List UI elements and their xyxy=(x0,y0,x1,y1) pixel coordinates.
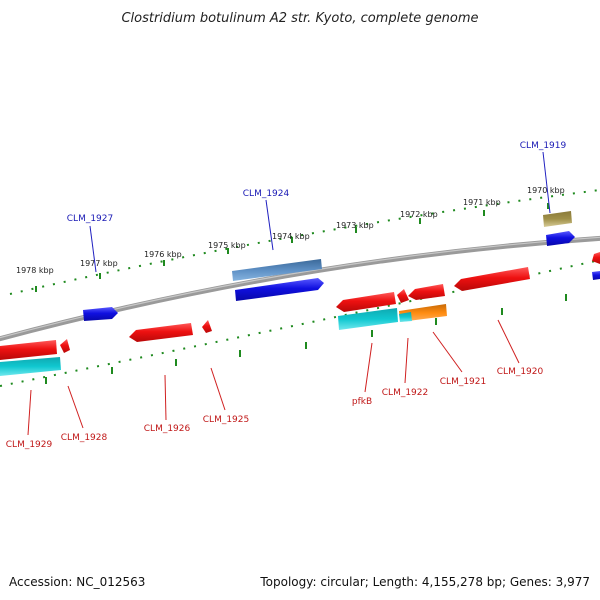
gene-feature[interactable] xyxy=(592,271,600,280)
gene-label-clm-1926[interactable]: CLM_1926 xyxy=(144,424,191,434)
tick-label: 1978 kbp xyxy=(16,266,54,275)
gene-label-clm-1928[interactable]: CLM_1928 xyxy=(61,433,108,443)
gene-feature[interactable] xyxy=(592,252,600,264)
gene-label-clm-1925[interactable]: CLM_1925 xyxy=(203,415,249,425)
gene-label-clm-1922[interactable]: CLM_1922 xyxy=(382,388,428,398)
gene-feature[interactable] xyxy=(543,211,572,227)
lower-tick-ruler xyxy=(0,259,600,387)
tick-label: 1976 kbp xyxy=(144,250,182,259)
gene-feature[interactable] xyxy=(232,259,322,281)
gene-feature[interactable] xyxy=(0,340,57,360)
accession-label: Accession: NC_012563 xyxy=(9,575,145,589)
gene-feature[interactable] xyxy=(83,307,118,321)
gene-label-clm-1920[interactable]: CLM_1920 xyxy=(497,367,544,377)
gene-feature[interactable] xyxy=(0,357,61,376)
gene-label-clm-1929[interactable]: CLM_1929 xyxy=(6,440,53,450)
tick-label: 1973 kbp xyxy=(336,221,374,230)
upper-tick-ruler xyxy=(9,189,600,295)
map-title: Clostridium botulinum A2 str. Kyoto, com… xyxy=(121,11,478,26)
gene-feature[interactable] xyxy=(202,320,212,333)
reverse-features xyxy=(0,252,600,376)
gene-feature[interactable] xyxy=(60,339,70,353)
tick-label: 1972 kbp xyxy=(400,210,438,219)
gene-label-clm-1924[interactable]: CLM_1924 xyxy=(243,189,290,199)
tick-label: 1975 kbp xyxy=(208,241,246,250)
gene-feature[interactable] xyxy=(454,267,530,291)
gene-feature[interactable] xyxy=(408,284,445,300)
reverse-leader-lines xyxy=(27,319,520,436)
forward-features xyxy=(83,211,600,321)
tick-label: 1971 kbp xyxy=(463,198,501,207)
gene-label-clm-1927[interactable]: CLM_1927 xyxy=(67,214,113,224)
gene-feature[interactable] xyxy=(546,231,575,246)
gene-feature[interactable] xyxy=(336,292,396,312)
gene-label-clm-1921[interactable]: CLM_1921 xyxy=(440,377,486,387)
gene-feature[interactable] xyxy=(129,323,193,342)
gene-feature[interactable] xyxy=(235,278,324,301)
gene-label-clm-1919[interactable]: CLM_1919 xyxy=(520,141,567,151)
genome-backbone xyxy=(0,235,600,342)
tick-label: 1970 kbp xyxy=(527,186,565,195)
tick-label: 1974 kbp xyxy=(272,232,310,241)
tick-label: 1977 kbp xyxy=(80,259,118,268)
topology-label: Topology: circular; Length: 4,155,278 bp… xyxy=(259,575,590,589)
gene-feature[interactable] xyxy=(338,308,398,330)
gene-label-pfkb[interactable]: pfkB xyxy=(352,397,372,407)
forward-leader-lines xyxy=(89,151,551,273)
gene-feature[interactable] xyxy=(399,312,412,322)
gene-feature[interactable] xyxy=(397,289,409,303)
